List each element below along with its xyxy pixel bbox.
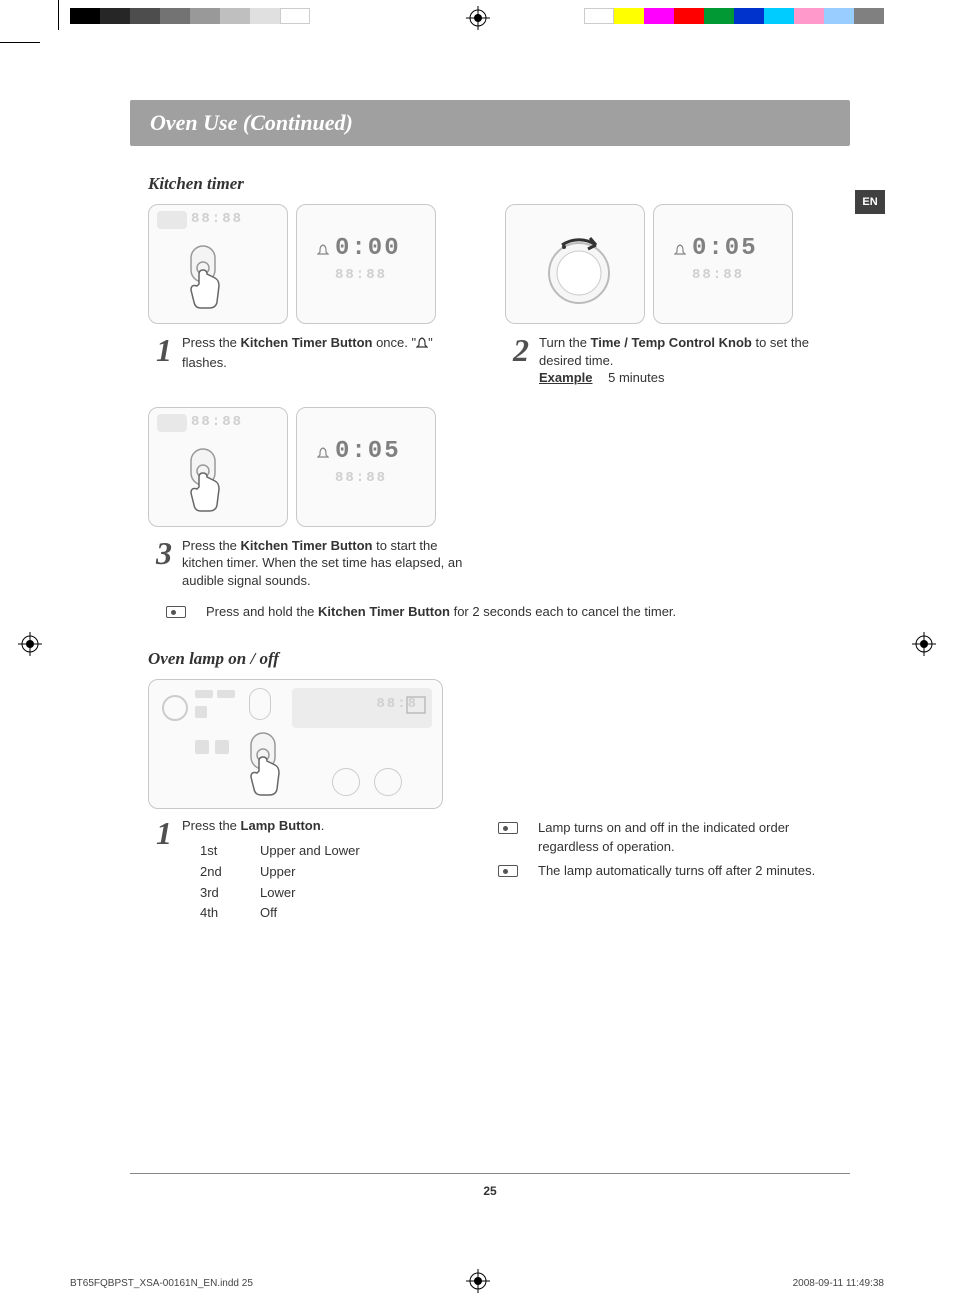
display-value: 0:05 <box>335 438 401 465</box>
crop-mark <box>58 0 59 30</box>
panel-knob <box>505 204 645 324</box>
bell-icon <box>317 243 329 259</box>
section-title-kitchen-timer: Kitchen timer <box>148 174 850 194</box>
panel-lamp-control: 88:8 <box>148 679 443 809</box>
lamp-sequence-table: 1stUpper and Lower 2ndUpper 3rdLower 4th… <box>200 841 360 924</box>
step-number: 3 <box>156 537 172 590</box>
language-tab: EN <box>855 190 885 214</box>
knob-icon <box>534 225 624 318</box>
registration-mark-top <box>466 6 490 30</box>
hand-press-icon <box>179 244 227 317</box>
imprint-file: BT65FQBPST_XSA-00161N_EN.indd 25 <box>70 1278 253 1289</box>
color-bar-left <box>70 8 310 24</box>
hand-press-icon <box>179 447 227 520</box>
display-value: 0:00 <box>335 235 401 262</box>
registration-mark-right <box>912 632 936 656</box>
note-cancel-timer: Press and hold the Kitchen Timer Button … <box>166 603 832 621</box>
step-number: 1 <box>156 334 172 371</box>
registration-mark-left <box>18 632 42 656</box>
panel-display: 0:05 88:88 <box>653 204 793 324</box>
step-1: 88:88 0:00 88:88 1 Press the Kitchen Tim… <box>148 204 475 387</box>
note-lamp-auto-off: The lamp automatically turns off after 2… <box>498 862 832 880</box>
note-icon <box>166 606 186 618</box>
panel-button-press: 88:88 <box>148 407 288 527</box>
page-content: Oven Use (Continued) EN Kitchen timer 88… <box>130 100 850 924</box>
imprint-footer: BT65FQBPST_XSA-00161N_EN.indd 25 2008-09… <box>70 1278 884 1289</box>
panel-button-press: 88:88 <box>148 204 288 324</box>
bell-icon <box>317 446 329 462</box>
note-icon <box>498 865 518 877</box>
crop-mark <box>0 42 40 43</box>
imprint-date: 2008-09-11 11:49:38 <box>793 1278 884 1289</box>
panel-display: 0:00 88:88 <box>296 204 436 324</box>
step-number: 2 <box>513 334 529 387</box>
panel-display: 0:05 88:88 <box>296 407 436 527</box>
hand-press-icon <box>239 731 287 804</box>
bell-icon <box>674 243 686 259</box>
step-3: 88:88 0:05 88:88 3 Press the Kitchen Tim… <box>148 407 475 590</box>
section-title-oven-lamp: Oven lamp on / off <box>148 649 850 669</box>
note-icon <box>498 822 518 834</box>
display-value: 0:05 <box>692 235 758 262</box>
bell-icon <box>416 336 428 354</box>
page-title: Oven Use (Continued) <box>130 100 850 146</box>
step-2: 0:05 88:88 2 Turn the Time / Temp Contro… <box>505 204 832 387</box>
note-lamp-order: Lamp turns on and off in the indicated o… <box>498 819 832 855</box>
step-number: 1 <box>156 817 172 924</box>
page-number: 25 <box>130 1173 850 1198</box>
color-bar-right <box>584 8 884 24</box>
